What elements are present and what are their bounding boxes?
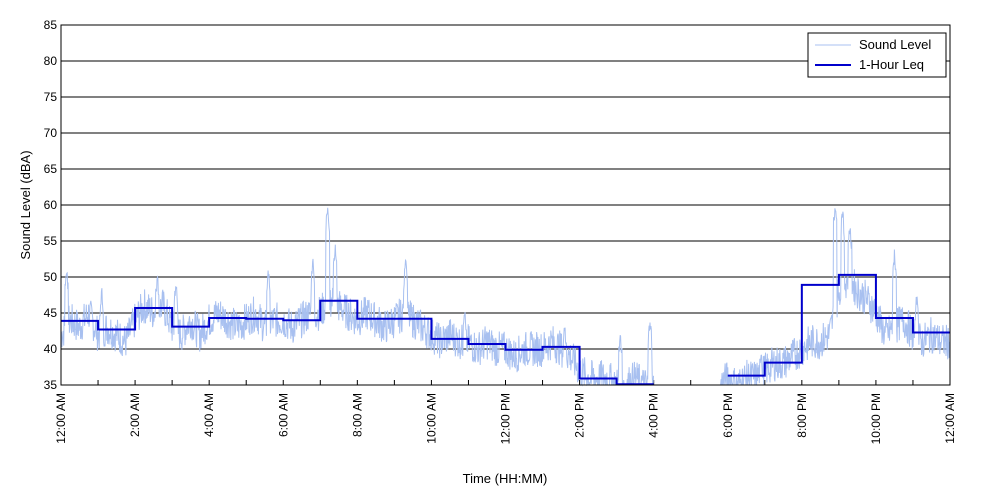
x-axis-label: Time (HH:MM) xyxy=(463,471,548,486)
x-tick-label-5: 10:00 AM xyxy=(424,393,438,444)
x-tick-label-7: 2:00 PM xyxy=(573,393,587,438)
x-tick-label-6: 12:00 PM xyxy=(499,393,513,444)
series-1-hour-leq xyxy=(61,273,950,386)
x-axis-ticks: 12:00 AM 2:00 AM 4:00 AM 6:00 AM 8:00 AM 10:0… xyxy=(54,380,957,444)
y-tick-label-80: 80 xyxy=(44,54,58,68)
series-layer xyxy=(60,207,951,387)
x-tick-label-9: 6:00 PM xyxy=(721,393,735,438)
plot-frame xyxy=(60,24,951,386)
grid-lines xyxy=(61,60,950,350)
y-tick-label-70: 70 xyxy=(44,126,58,140)
legend-label-sound-level: Sound Level xyxy=(859,37,931,52)
legend-label-1-hour-leq: 1-Hour Leq xyxy=(859,57,924,72)
y-tick-label-55: 55 xyxy=(44,234,58,248)
y-axis-label: Sound Level (dBA) xyxy=(18,150,33,259)
y-tick-label-75: 75 xyxy=(44,90,58,104)
x-tick-label-2: 4:00 AM xyxy=(202,393,216,437)
x-tick-label-10: 8:00 PM xyxy=(795,393,809,438)
y-axis-ticks: 35 40 45 50 55 60 65 70 75 80 85 xyxy=(44,18,66,392)
y-tick-label-65: 65 xyxy=(44,162,58,176)
x-tick-label-8: 4:00 PM xyxy=(647,393,661,438)
x-tick-label-3: 6:00 AM xyxy=(276,393,290,437)
x-tick-label-11: 10:00 PM xyxy=(869,393,883,444)
x-tick-label-4: 8:00 AM xyxy=(350,393,364,437)
y-tick-label-50: 50 xyxy=(44,270,58,284)
x-tick-label-12: 12:00 AM xyxy=(943,393,957,444)
x-tick-label-1: 2:00 AM xyxy=(128,393,142,437)
leq-step-line xyxy=(61,273,950,386)
y-tick-label-60: 60 xyxy=(44,198,58,212)
x-tick-label-0: 12:00 AM xyxy=(54,393,68,444)
legend-box xyxy=(807,32,947,78)
y-tick-label-45: 45 xyxy=(44,306,58,320)
y-tick-label-85: 85 xyxy=(44,18,58,32)
legend: Sound Level 1-Hour Leq xyxy=(807,32,947,78)
y-tick-label-35: 35 xyxy=(44,378,58,392)
y-tick-label-40: 40 xyxy=(44,342,58,356)
